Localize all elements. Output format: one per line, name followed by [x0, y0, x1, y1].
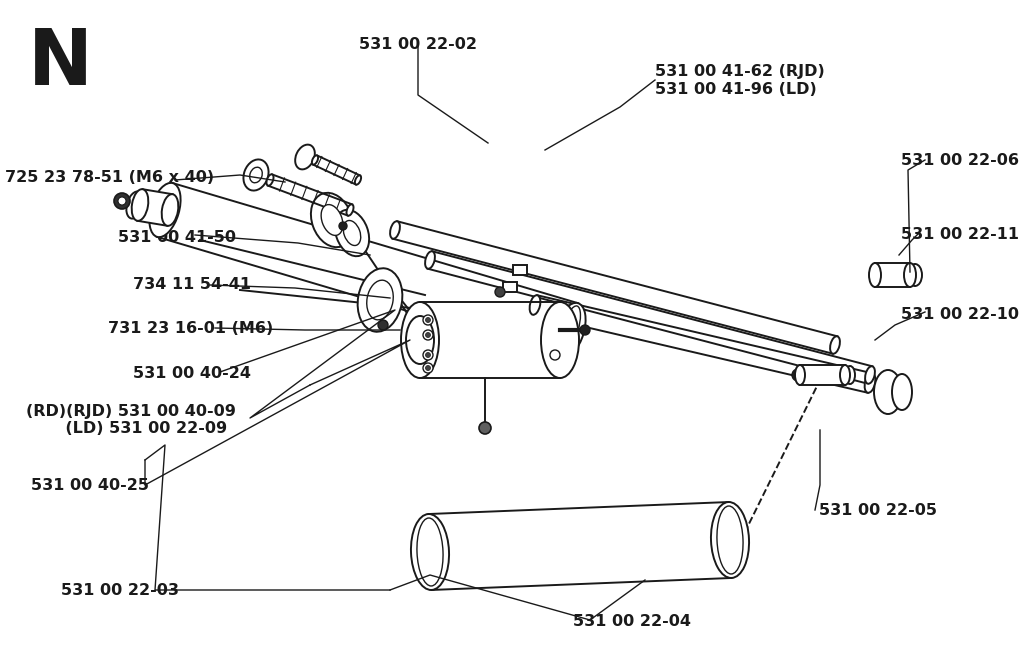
Circle shape: [426, 352, 430, 358]
Ellipse shape: [312, 155, 318, 165]
Circle shape: [479, 422, 490, 434]
Ellipse shape: [357, 268, 402, 332]
Polygon shape: [513, 265, 527, 275]
Text: 531 00 22-03: 531 00 22-03: [61, 584, 179, 598]
Text: (RD)(RJD) 531 00 40-09
       (LD) 531 00 22-09: (RD)(RJD) 531 00 40-09 (LD) 531 00 22-09: [26, 404, 236, 436]
Ellipse shape: [559, 306, 581, 354]
Circle shape: [423, 350, 433, 360]
Text: 731 23 16-01 (M6): 731 23 16-01 (M6): [108, 321, 272, 336]
Ellipse shape: [322, 204, 343, 235]
Ellipse shape: [162, 194, 178, 226]
Circle shape: [423, 330, 433, 340]
Ellipse shape: [908, 264, 922, 286]
Text: 531 00 22-02: 531 00 22-02: [358, 37, 477, 52]
Ellipse shape: [411, 514, 450, 590]
Circle shape: [426, 366, 430, 371]
Ellipse shape: [355, 176, 361, 185]
Ellipse shape: [795, 365, 805, 385]
Ellipse shape: [295, 145, 314, 170]
Ellipse shape: [401, 302, 439, 378]
Ellipse shape: [529, 295, 541, 315]
Polygon shape: [393, 221, 838, 354]
Ellipse shape: [865, 366, 874, 384]
Polygon shape: [428, 502, 731, 590]
Ellipse shape: [845, 366, 855, 384]
Text: 531 00 40-24: 531 00 40-24: [133, 366, 251, 381]
Ellipse shape: [311, 193, 353, 247]
Ellipse shape: [367, 280, 393, 320]
Polygon shape: [800, 365, 845, 385]
Text: 531 00 41-62 (RJD)
531 00 41-96 (LD): 531 00 41-62 (RJD) 531 00 41-96 (LD): [655, 64, 825, 96]
Polygon shape: [428, 251, 872, 384]
Ellipse shape: [717, 506, 743, 574]
Text: 725 23 78-51 (M6 x 40): 725 23 78-51 (M6 x 40): [5, 170, 214, 185]
Ellipse shape: [150, 183, 180, 237]
Text: 531 00 22-05: 531 00 22-05: [819, 503, 937, 518]
Ellipse shape: [266, 174, 273, 186]
Circle shape: [118, 197, 126, 205]
Polygon shape: [268, 174, 352, 216]
Ellipse shape: [126, 192, 143, 218]
Ellipse shape: [390, 221, 400, 239]
Ellipse shape: [425, 251, 435, 269]
Polygon shape: [137, 189, 173, 226]
Text: 531 00 41-50: 531 00 41-50: [118, 230, 236, 245]
Ellipse shape: [711, 502, 749, 578]
Text: N: N: [28, 25, 93, 101]
Ellipse shape: [541, 302, 579, 378]
Ellipse shape: [132, 189, 148, 221]
Text: 734 11 54-41: 734 11 54-41: [133, 277, 251, 292]
Text: 531 00 22-10: 531 00 22-10: [901, 308, 1019, 322]
Circle shape: [550, 350, 560, 360]
Ellipse shape: [406, 316, 434, 364]
Ellipse shape: [840, 365, 850, 385]
Circle shape: [378, 320, 388, 330]
Circle shape: [423, 315, 433, 325]
Circle shape: [580, 325, 590, 335]
Ellipse shape: [864, 373, 876, 393]
Circle shape: [114, 193, 130, 209]
Circle shape: [792, 369, 804, 381]
Ellipse shape: [343, 220, 360, 245]
Text: 531 00 22-06: 531 00 22-06: [901, 153, 1019, 168]
Text: 531 00 22-04: 531 00 22-04: [573, 614, 691, 629]
Text: 531 00 40-25: 531 00 40-25: [31, 478, 148, 493]
Polygon shape: [874, 263, 910, 287]
Ellipse shape: [830, 336, 840, 354]
Ellipse shape: [250, 168, 262, 183]
Polygon shape: [313, 155, 360, 184]
Ellipse shape: [869, 263, 881, 287]
Polygon shape: [532, 295, 872, 393]
Text: 531 00 22-11: 531 00 22-11: [901, 227, 1019, 242]
Ellipse shape: [904, 263, 916, 287]
Circle shape: [426, 332, 430, 338]
Ellipse shape: [244, 159, 268, 190]
Ellipse shape: [892, 374, 912, 410]
Circle shape: [495, 287, 505, 297]
Ellipse shape: [417, 518, 443, 586]
Ellipse shape: [874, 370, 902, 414]
Polygon shape: [157, 183, 578, 357]
Polygon shape: [420, 302, 560, 378]
Circle shape: [339, 222, 347, 230]
Circle shape: [426, 318, 430, 322]
Circle shape: [423, 363, 433, 373]
Ellipse shape: [346, 204, 353, 216]
Ellipse shape: [335, 210, 369, 256]
Polygon shape: [503, 282, 517, 292]
Ellipse shape: [554, 303, 586, 357]
